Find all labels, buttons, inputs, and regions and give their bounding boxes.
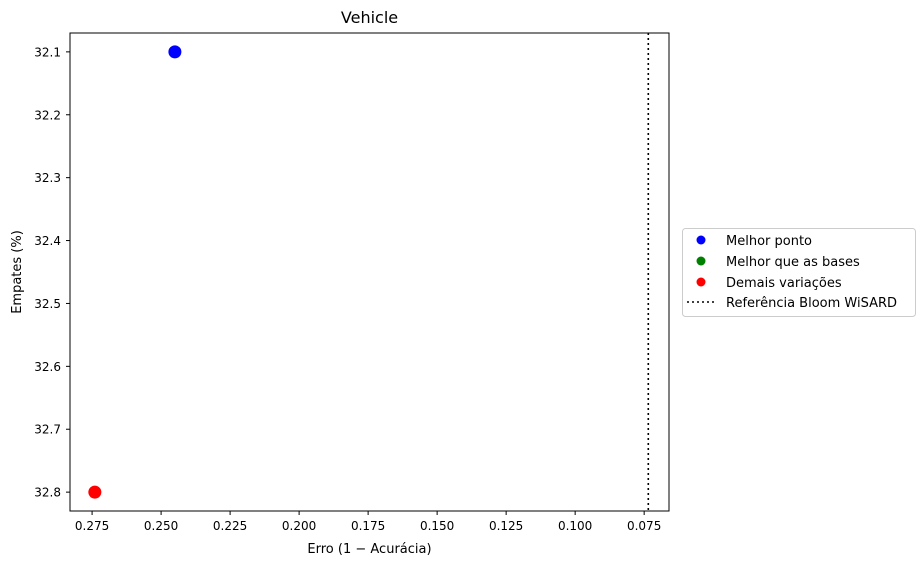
y-tick-label: 32.4: [34, 234, 61, 248]
y-tick-label: 32.2: [34, 108, 61, 122]
data-point-demais-variacoes: [88, 485, 102, 499]
x-tick-label: 0.125: [489, 519, 523, 533]
x-axis-ticks: 0.275 0.250 0.225 0.200 0.175 0.150 0.125 0.100…: [75, 511, 661, 533]
x-tick-label: 0.275: [75, 519, 109, 533]
y-tick-label: 32.7: [34, 423, 61, 437]
chart-title: Vehicle: [341, 8, 398, 27]
y-axis-ticks: 32.1 32.2 32.3 32.4 32.5 32.6 32.7 32.8: [34, 45, 70, 500]
y-axis-label: Empates (%): [10, 230, 25, 314]
legend-marker-melhor-que-as-bases: [696, 256, 706, 266]
x-tick-label: 0.075: [627, 519, 661, 533]
x-tick-label: 0.200: [282, 519, 316, 533]
x-tick-label: 0.100: [558, 519, 592, 533]
axes-frame: [69, 32, 670, 512]
legend-marker-demais-variacoes: [696, 277, 706, 287]
legend: Melhor ponto Melhor que as bases Demais …: [682, 228, 916, 317]
legend-frame: [682, 228, 916, 317]
y-tick-label: 32.6: [34, 360, 61, 374]
data-point-melhor-ponto: [168, 45, 182, 59]
x-tick-label: 0.150: [420, 519, 454, 533]
x-tick-label: 0.175: [351, 519, 385, 533]
legend-marker-melhor-ponto: [696, 235, 706, 245]
y-tick-label: 32.3: [34, 171, 61, 185]
y-tick-label: 32.1: [34, 45, 61, 59]
plot-area: [69, 32, 670, 512]
legend-label-melhor-que-as-bases: Melhor que as bases: [726, 255, 860, 270]
data-points: [88, 45, 182, 499]
legend-label-melhor-ponto: Melhor ponto: [726, 234, 812, 249]
x-tick-label: 0.225: [213, 519, 247, 533]
x-tick-label: 0.250: [144, 519, 178, 533]
legend-label-referencia-bloom-wisard: Referência Bloom WiSARD: [726, 296, 897, 311]
y-tick-label: 32.5: [34, 297, 61, 311]
y-tick-label: 32.8: [34, 486, 61, 500]
legend-label-demais-variacoes: Demais variações: [726, 276, 842, 291]
x-axis-label: Erro (1 − Acurácia): [307, 542, 431, 557]
